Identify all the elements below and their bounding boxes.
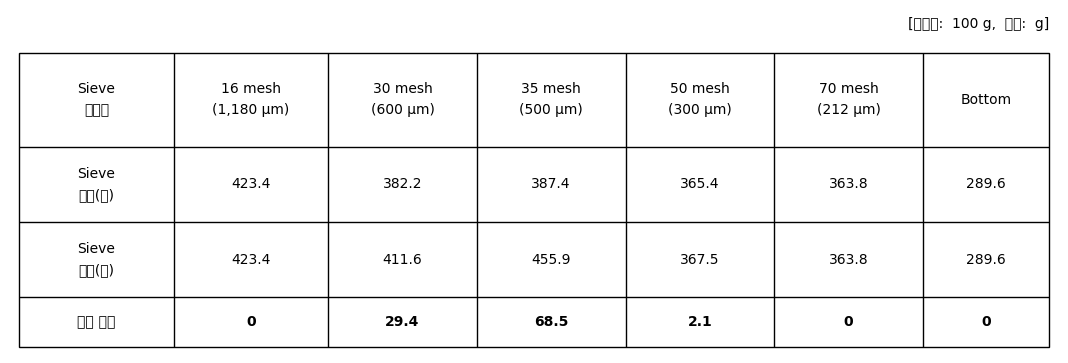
Text: 제품 무게: 제품 무게 (77, 315, 115, 329)
Text: Sieve
무게(후): Sieve 무게(후) (78, 242, 115, 277)
Text: 363.8: 363.8 (829, 178, 868, 191)
Text: 289.6: 289.6 (965, 253, 1006, 266)
Bar (19, 53, 1049, 347)
Text: 363.8: 363.8 (829, 253, 868, 266)
Text: 387.4: 387.4 (532, 178, 571, 191)
Text: 2.1: 2.1 (688, 315, 712, 329)
Text: 29.4: 29.4 (386, 315, 420, 329)
Text: 367.5: 367.5 (680, 253, 720, 266)
Text: 365.4: 365.4 (680, 178, 720, 191)
Text: 0: 0 (246, 315, 255, 329)
Text: 423.4: 423.4 (231, 253, 270, 266)
Text: 0: 0 (844, 315, 853, 329)
Text: 16 mesh
(1,180 μm): 16 mesh (1,180 μm) (213, 82, 289, 117)
Text: Sieve
무게(전): Sieve 무게(전) (78, 167, 115, 202)
Text: 70 mesh
(212 μm): 70 mesh (212 μm) (817, 82, 880, 117)
Text: 411.6: 411.6 (382, 253, 422, 266)
Text: 382.2: 382.2 (382, 178, 422, 191)
Text: 0: 0 (981, 315, 991, 329)
Text: [샘플양:  100 g,  단위:  g]: [샘플양: 100 g, 단위: g] (908, 17, 1049, 30)
Text: 289.6: 289.6 (965, 178, 1006, 191)
Text: 50 mesh
(300 μm): 50 mesh (300 μm) (668, 82, 732, 117)
Text: Sieve
사이즈: Sieve 사이즈 (78, 82, 115, 117)
Text: 423.4: 423.4 (231, 178, 270, 191)
Text: 35 mesh
(500 μm): 35 mesh (500 μm) (519, 82, 583, 117)
Text: Bottom: Bottom (960, 93, 1011, 107)
Text: 455.9: 455.9 (532, 253, 571, 266)
Text: 30 mesh
(600 μm): 30 mesh (600 μm) (371, 82, 435, 117)
Text: 68.5: 68.5 (534, 315, 568, 329)
